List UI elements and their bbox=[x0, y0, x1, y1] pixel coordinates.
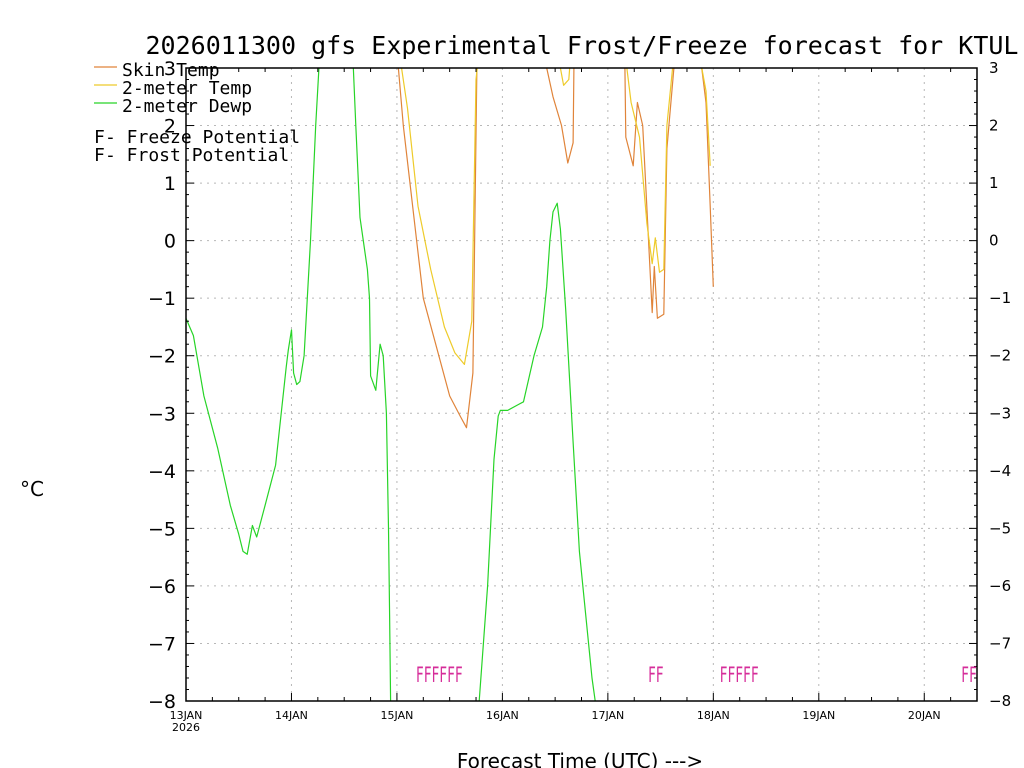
y-tick-label-left: 3 bbox=[164, 58, 176, 80]
plot-frame bbox=[185, 67, 978, 702]
legend-label: 2-meter Dewp bbox=[122, 96, 252, 117]
2-meter-temp-line bbox=[400, 68, 478, 365]
skin-temp-line bbox=[546, 68, 575, 164]
y-tick-label-right: −6 bbox=[989, 577, 1011, 595]
2-meter-temp-line bbox=[626, 68, 674, 273]
y-tick-label-right: 1 bbox=[989, 174, 999, 192]
y-tick-label-right: 2 bbox=[989, 117, 999, 135]
legend-potential-symbol: F bbox=[94, 145, 105, 166]
y-tick-label-right: −5 bbox=[989, 519, 1011, 537]
skin-temp-line bbox=[701, 68, 714, 287]
y-tick-label-left: −2 bbox=[148, 346, 176, 368]
y-tick-label-left: −3 bbox=[148, 403, 176, 425]
legend-label: Skin Temp bbox=[122, 60, 220, 81]
y-tick-label-left: −6 bbox=[148, 576, 176, 598]
x-tick-label: 14JAN bbox=[275, 709, 308, 722]
grid-layer bbox=[186, 68, 977, 701]
y-tick-label-right: −1 bbox=[989, 289, 1011, 307]
freeze-potential-mark: FFFFF bbox=[720, 663, 759, 687]
y-tick-label-right: 0 bbox=[989, 232, 999, 250]
y-tick-label-right: −2 bbox=[989, 347, 1011, 365]
y-tick-label-left: −1 bbox=[148, 288, 176, 310]
x-tick-label: 19JAN bbox=[802, 709, 835, 722]
x-tick-label: 18JAN bbox=[697, 709, 730, 722]
x-year-label: 2026 bbox=[172, 721, 200, 734]
skin-temp-line bbox=[624, 68, 675, 319]
x-tick-label: 13JAN bbox=[170, 709, 203, 722]
2-meter-dewp-line bbox=[186, 68, 320, 555]
2-meter-dewp-line bbox=[352, 68, 392, 701]
freeze-potential-mark: FF bbox=[961, 663, 977, 687]
freeze-potential-mark: FF bbox=[648, 663, 664, 687]
y-tick-label-left: −4 bbox=[148, 461, 176, 483]
legend-potential-label: - Freeze Potential bbox=[105, 127, 300, 148]
y-tick-label-right: −7 bbox=[989, 634, 1011, 652]
2-meter-dewp-line bbox=[478, 202, 596, 701]
y-tick-label-left: 2 bbox=[164, 116, 176, 138]
y-tick-label-left: −5 bbox=[148, 518, 176, 540]
legend-potential-symbol: F bbox=[94, 127, 105, 148]
y-tick-label-left: 1 bbox=[164, 173, 176, 195]
y-tick-label-right: 3 bbox=[989, 59, 999, 77]
y-tick-label-left: 0 bbox=[164, 231, 176, 253]
y-tick-label-right: −4 bbox=[989, 462, 1011, 480]
y-axis-label: °C bbox=[20, 477, 44, 501]
2-meter-temp-line bbox=[701, 68, 711, 166]
y-tick-label-right: −8 bbox=[989, 692, 1011, 710]
y-tick-label-left: −7 bbox=[148, 633, 176, 655]
tick-layer: −8 −8 −7 −7 −6 −6 −5 −5 −4 −4 −3 −3 −2 −2 −1 −1 0 0 1 1 2 2 3 3… bbox=[148, 58, 1011, 722]
x-axis-label: Forecast Time (UTC) ---> bbox=[457, 749, 703, 768]
skin-temp-line bbox=[397, 68, 478, 429]
x-tick-label: 15JAN bbox=[381, 709, 414, 722]
freeze-marks-layer: FFFFFF FF FFFFF FF bbox=[416, 663, 977, 687]
legend-label: 2-meter Temp bbox=[122, 78, 252, 99]
y-tick-label-left: −8 bbox=[148, 691, 176, 713]
x-tick-label: 20JAN bbox=[908, 709, 941, 722]
x-tick-label: 16JAN bbox=[486, 709, 519, 722]
chart-title: 2026011300 gfs Experimental Frost/Freeze… bbox=[146, 31, 1019, 60]
freeze-potential-mark: FFFFFF bbox=[416, 663, 463, 687]
legend-potential-label: - Frost Potential bbox=[105, 145, 289, 166]
x-tick-label: 17JAN bbox=[591, 709, 624, 722]
y-tick-label-right: −3 bbox=[989, 404, 1011, 422]
